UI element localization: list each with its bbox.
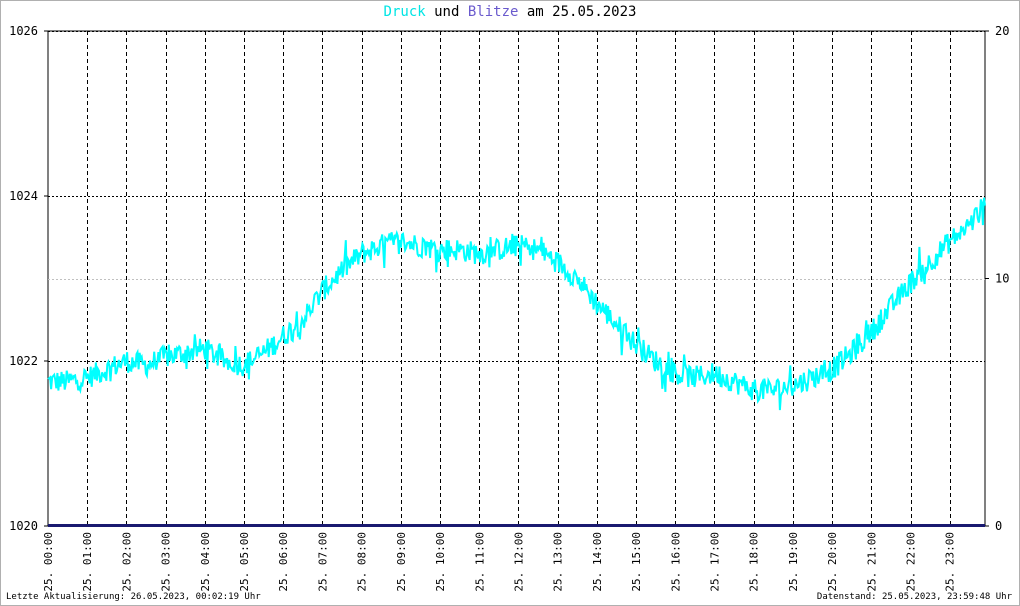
y-left-tick-label: 1026	[9, 24, 38, 38]
title-am: am	[526, 4, 544, 20]
x-tick-label: 25. 06:00	[277, 532, 290, 592]
y-right-tick-label: 0	[995, 519, 1002, 533]
y-right-tick-label: 10	[995, 272, 1009, 286]
x-tick-label: 25. 11:00	[473, 532, 486, 592]
plot-area-border	[47, 30, 986, 527]
x-tick-label: 25. 20:00	[826, 532, 839, 592]
data-status-text: Datenstand: 25.05.2023, 23:59:48 Uhr	[816, 592, 1012, 602]
title-blitze: Blitze	[467, 4, 519, 20]
x-tick-label: 25. 05:00	[238, 532, 251, 592]
x-tick-label: 25. 23:00	[944, 532, 957, 592]
x-tick-label: 25. 00:00	[42, 532, 55, 592]
x-tick-label: 25. 21:00	[865, 532, 878, 592]
pressure-line	[47, 197, 986, 411]
x-tick-label: 25. 04:00	[199, 532, 212, 592]
x-tick-label: 25. 22:00	[905, 532, 918, 592]
x-tick-label: 25. 02:00	[120, 532, 133, 592]
x-tick-label: 25. 17:00	[708, 532, 721, 592]
x-tick-label: 25. 07:00	[316, 532, 329, 592]
title-date: 25.05.2023	[552, 4, 637, 20]
x-tick-label: 25. 12:00	[512, 532, 525, 592]
title-druck: Druck	[383, 4, 426, 20]
x-tick-label: 25. 09:00	[395, 532, 408, 592]
x-tick-label: 25. 08:00	[356, 532, 369, 592]
last-update-text: Letzte Aktualisierung: 26.05.2023, 00:02…	[6, 592, 261, 602]
x-tick-label: 25. 01:00	[81, 532, 94, 592]
x-tick-label: 25. 13:00	[552, 532, 565, 592]
x-tick-label: 25. 10:00	[434, 532, 447, 592]
x-tick-label: 25. 14:00	[591, 532, 604, 592]
y-left-tick-label: 1024	[9, 189, 38, 203]
x-tick-label: 25. 16:00	[669, 532, 682, 592]
x-tick-label: 25. 15:00	[630, 532, 643, 592]
y-right-tick-label: 20	[995, 24, 1009, 38]
chart-title: Druck und Blitze am 25.05.2023	[0, 4, 1020, 20]
x-tick-label: 25. 19:00	[787, 532, 800, 592]
y-left-tick-label: 1020	[9, 519, 38, 533]
x-tick-label: 25. 03:00	[160, 532, 173, 592]
title-und: und	[434, 4, 460, 20]
x-tick-label: 25. 18:00	[748, 532, 761, 592]
y-left-tick-label: 1022	[9, 354, 38, 368]
